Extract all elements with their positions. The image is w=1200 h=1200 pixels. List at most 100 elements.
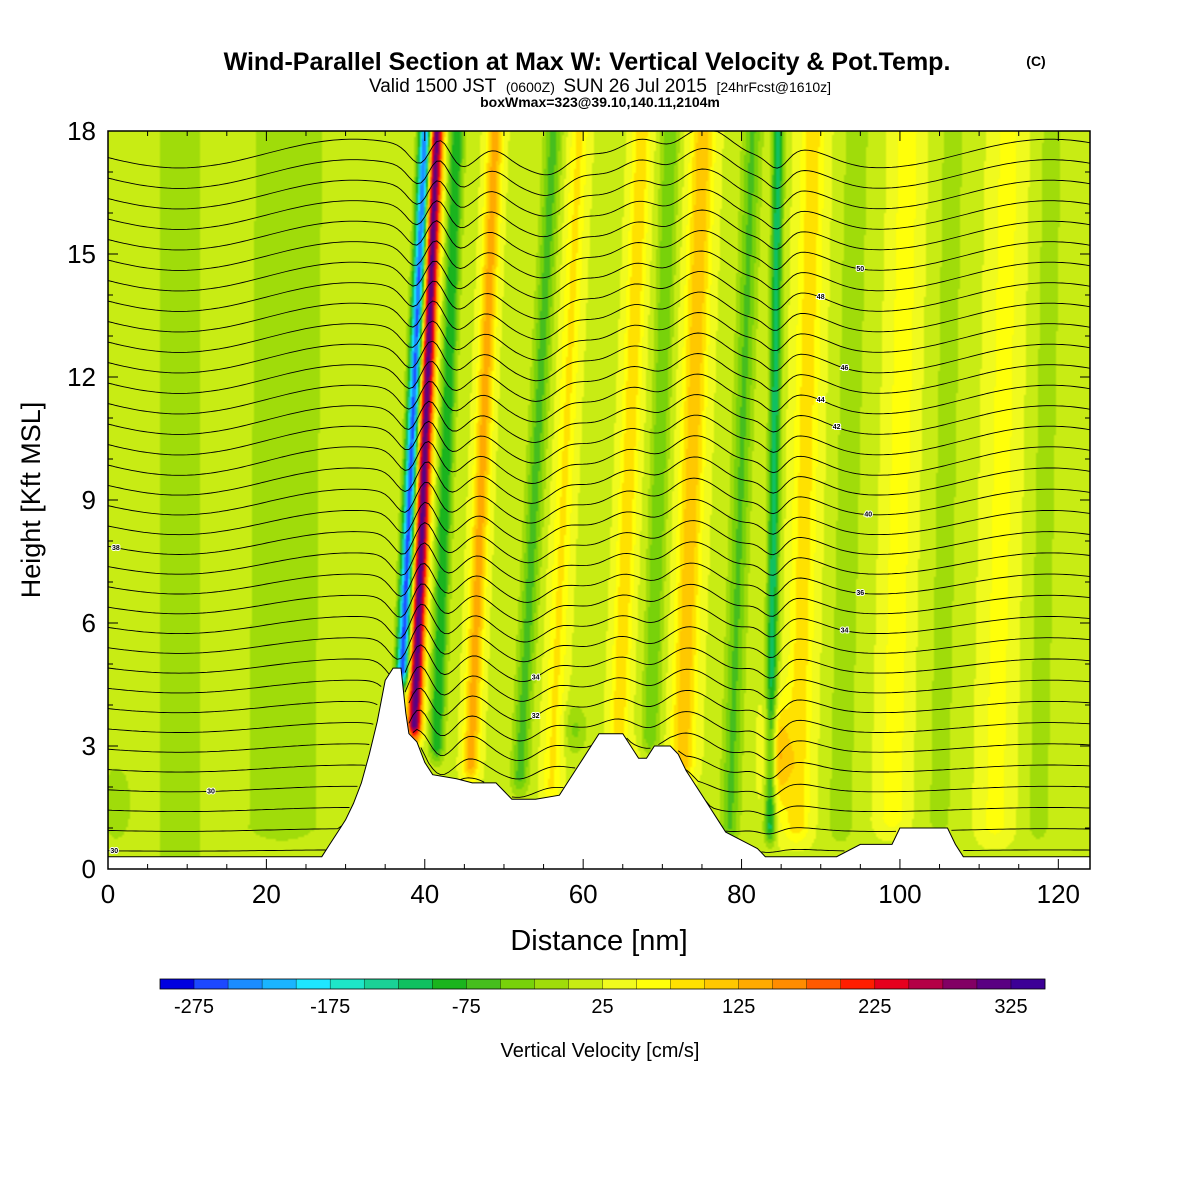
colorbar-tick-label: 225 xyxy=(858,996,891,1018)
theta-contour xyxy=(107,498,1091,544)
colorbar-swatch xyxy=(262,979,297,989)
potential-temperature-contours: 30 30 32 34 34 36 38 40 42 44 46 48 50 xyxy=(107,130,1091,856)
colorbar-swatch xyxy=(330,979,365,989)
colorbar-swatch xyxy=(806,979,842,989)
theta-contour xyxy=(107,271,1091,320)
plot-area: 30 30 32 34 34 36 38 40 42 44 46 48 50 xyxy=(107,130,1091,870)
y-tick-label: 3 xyxy=(82,731,96,761)
theta-contour-label: 36 xyxy=(856,590,864,597)
y-tick-label: 12 xyxy=(67,362,96,392)
colorbar xyxy=(159,978,1046,990)
colorbar-label: Vertical Velocity [cm/s] xyxy=(501,1040,700,1062)
colorbar-swatch xyxy=(908,979,944,989)
y-tick-labels: 0 3 6 9 12 15 18 xyxy=(67,116,96,884)
colorbar-swatch xyxy=(636,979,671,989)
colorbar-swatch xyxy=(772,979,808,989)
x-tick-label: 20 xyxy=(252,879,281,909)
theta-contour xyxy=(107,520,1091,564)
x-tick-label: 120 xyxy=(1037,879,1080,909)
copyright-mark: (C) xyxy=(1026,53,1045,69)
colorbar-tick-label: 125 xyxy=(722,996,755,1018)
colorbar-swatch xyxy=(296,979,331,989)
theta-contour xyxy=(107,728,1091,762)
y-tick-label: 0 xyxy=(82,854,96,884)
theta-contour xyxy=(107,800,1091,816)
theta-contour-label: 40 xyxy=(864,512,872,519)
colorbar-swatch xyxy=(432,979,467,989)
colorbar-tick-label: -175 xyxy=(310,996,350,1018)
theta-contour xyxy=(107,394,1091,443)
y-tick-label: 9 xyxy=(82,485,96,515)
colorbar-swatch xyxy=(704,979,739,989)
colorbar-swatch xyxy=(976,979,1012,989)
x-tick-label: 80 xyxy=(727,879,756,909)
colorbar-swatch xyxy=(500,979,535,989)
theta-contour xyxy=(107,562,1091,603)
theta-contour-label: 46 xyxy=(841,365,849,372)
x-tick-label: 0 xyxy=(101,879,115,909)
colorbar-swatch xyxy=(228,979,263,989)
theta-contour xyxy=(107,825,1090,835)
theta-contour xyxy=(107,332,1091,382)
theta-contour xyxy=(107,148,1091,196)
x-axis-label: Distance [nm] xyxy=(510,925,687,957)
colorbar-tick-label: -75 xyxy=(452,996,481,1018)
y-tick-label: 18 xyxy=(67,116,96,146)
y-tick-label: 6 xyxy=(82,608,96,638)
theta-contour-label: 50 xyxy=(856,266,864,273)
theta-contour xyxy=(107,353,1091,402)
theta-contour-label: 30 xyxy=(110,848,118,855)
theta-contour xyxy=(107,603,1091,643)
x-tick-label: 40 xyxy=(410,879,439,909)
colorbar-tick-label: 325 xyxy=(994,996,1027,1018)
theta-contour xyxy=(107,541,1091,584)
theta-contour xyxy=(107,644,1091,683)
colorbar-swatch xyxy=(1010,979,1046,989)
theta-contour xyxy=(107,583,1091,623)
theta-contour xyxy=(107,291,1091,341)
colorbar-tick-label: 25 xyxy=(591,996,613,1018)
theta-contour xyxy=(107,665,1091,702)
colorbar-tick-label: -275 xyxy=(174,996,214,1018)
valid-time: Valid 1500 JST xyxy=(369,76,497,97)
colorbar-swatch xyxy=(874,979,910,989)
colorbar-swatch xyxy=(534,979,569,989)
colorbar-swatch xyxy=(568,979,603,989)
theta-contour-label: 48 xyxy=(817,294,825,301)
colorbar-swatch xyxy=(466,979,501,989)
theta-contour-label: 30 xyxy=(207,788,215,795)
theta-contour-label: 32 xyxy=(532,713,540,720)
theta-contour xyxy=(107,848,1091,853)
theta-contour-label: 34 xyxy=(532,675,540,682)
theta-contour xyxy=(107,747,1091,780)
theta-contour xyxy=(107,435,1091,484)
theta-contour xyxy=(107,230,1091,279)
colorbar-swatch xyxy=(670,979,705,989)
y-axis-label: Height [Kft MSL] xyxy=(16,402,46,599)
y-tick-label: 15 xyxy=(67,239,96,269)
colorbar-swatch xyxy=(942,979,978,989)
theta-contour xyxy=(107,414,1091,464)
chart-title: Wind-Parallel Section at Max W: Vertical… xyxy=(224,48,951,76)
utc-time: (0600Z) xyxy=(506,79,555,95)
chart-subtitle: Valid 1500 JST (0600Z) SUN 26 Jul 2015 [… xyxy=(369,76,831,97)
theta-contour-label: 34 xyxy=(841,628,849,635)
forecast-date: SUN 26 Jul 2015 xyxy=(563,76,707,97)
theta-contour xyxy=(107,709,1091,742)
theta-contour xyxy=(107,477,1091,524)
x-tick-label: 100 xyxy=(878,879,921,909)
forecast-run: [24hrFcst@1610z] xyxy=(716,79,831,95)
theta-contour xyxy=(107,250,1091,299)
theta-contour xyxy=(107,312,1091,361)
theta-contour xyxy=(107,373,1091,423)
theta-contour-label: 44 xyxy=(817,397,825,404)
x-tick-labels: 0 20 40 60 80 100 120 xyxy=(101,879,1080,909)
theta-contour xyxy=(107,623,1091,663)
theta-contour-label: 38 xyxy=(112,545,120,552)
box-wmax: boxWmax=323@39.10,140.11,2104m xyxy=(480,94,720,110)
axis-ticks xyxy=(107,130,1090,870)
colorbar-swatch xyxy=(398,979,433,989)
theta-contour xyxy=(107,189,1091,238)
colorbar-tick-labels: -275 -175 -75 25 125 225 325 xyxy=(174,996,1028,1018)
